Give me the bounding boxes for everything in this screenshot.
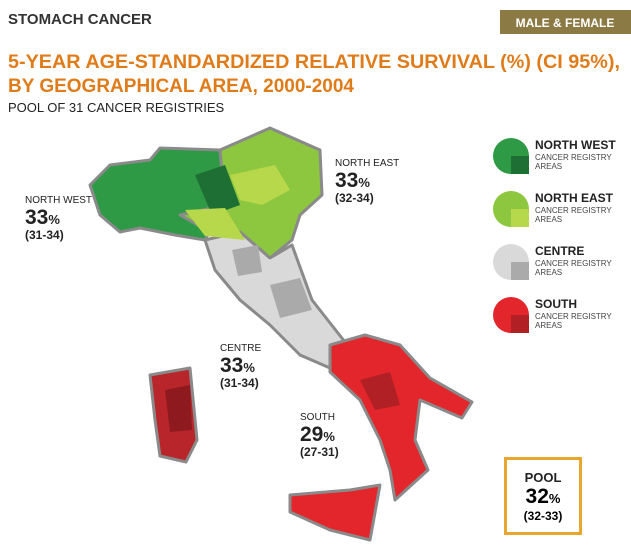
legend-icons — [493, 138, 529, 333]
region-value: 33 — [335, 169, 359, 192]
region-south — [328, 333, 474, 502]
title: STOMACH CANCER — [8, 11, 152, 28]
region-name: NORTH EAST — [335, 158, 400, 169]
region-value-line: 33% — [220, 354, 261, 377]
registry-area — [232, 245, 262, 276]
region-value: 33 — [220, 354, 244, 377]
legend-item: CENTRE CANCER REGISTRY AREAS — [492, 244, 627, 290]
legend-note: CANCER REGISTRY AREAS — [535, 312, 612, 330]
registry-area — [270, 278, 312, 318]
region-name: CENTRE — [220, 343, 262, 354]
region-unit: % — [243, 360, 255, 375]
legend-item: NORTH WEST CANCER REGISTRY AREAS — [492, 138, 627, 184]
region-label: SOUTH 29% (27-31) — [300, 412, 339, 459]
subtitle: POOL OF 31 CANCER REGISTRIES — [8, 100, 225, 115]
headline: 5-YEAR AGE-STANDARDIZED RELATIVE SURVIVA… — [8, 52, 620, 73]
legend-name: CENTRE — [535, 244, 585, 258]
legend-area-swatch — [511, 315, 529, 333]
pool-box: POOL 32% (32-33) — [504, 457, 582, 535]
region-unit: % — [48, 212, 60, 227]
region-label: NORTH EAST 33% (32-34) — [335, 158, 399, 205]
region-label: CENTRE 33% (31-34) — [220, 343, 261, 390]
region-label: NORTH WEST 33% (31-34) — [25, 195, 92, 242]
region-unit: % — [323, 429, 335, 444]
region-unit: % — [358, 175, 370, 190]
pool-unit: % — [548, 491, 561, 506]
region-value-line: 33% — [335, 169, 399, 192]
legend-item: SOUTH CANCER REGISTRY AREAS — [492, 297, 627, 343]
registry-areas — [165, 165, 400, 432]
registry-area — [360, 372, 400, 410]
registry-area — [165, 385, 192, 432]
legend-area-swatch — [511, 209, 529, 227]
region-value: 29 — [300, 423, 324, 446]
region-ci: (32-34) — [335, 191, 374, 206]
region-value-line: 29% — [300, 423, 339, 446]
pool-name: POOL — [524, 470, 562, 485]
region-ci: (31-34) — [25, 228, 64, 243]
registry-area — [185, 208, 245, 240]
legend-area-swatch — [511, 156, 529, 174]
legend-item: NORTH EAST CANCER REGISTRY AREAS — [492, 191, 627, 237]
registry-area — [195, 165, 240, 215]
region-name: SOUTH — [300, 412, 335, 423]
legend-name: NORTH EAST — [535, 191, 613, 205]
legend-note: CANCER REGISTRY AREAS — [535, 259, 612, 277]
legend-area-swatch — [511, 262, 529, 280]
region-value: 33 — [25, 206, 49, 229]
badge-bg — [500, 10, 631, 34]
pool-value-line: 32% — [507, 485, 579, 509]
region-sicily — [288, 483, 382, 542]
badge: MALE & FEMALE — [516, 16, 615, 30]
region-value-line: 33% — [25, 206, 92, 229]
region-name: NORTH WEST — [25, 195, 93, 206]
legend-name: NORTH WEST — [535, 138, 616, 152]
legend-note: CANCER REGISTRY AREAS — [535, 153, 612, 171]
region-ci: (27-31) — [300, 445, 339, 460]
headline: BY GEOGRAPHICAL AREA, 2000-2004 — [8, 76, 354, 97]
legend-name: SOUTH — [535, 297, 577, 311]
registry-area — [230, 165, 290, 205]
region-ci: (31-34) — [220, 376, 259, 391]
legend-note: CANCER REGISTRY AREAS — [535, 206, 612, 224]
pool-ci: (32-33) — [523, 509, 563, 523]
pool-value: 32 — [525, 485, 549, 508]
